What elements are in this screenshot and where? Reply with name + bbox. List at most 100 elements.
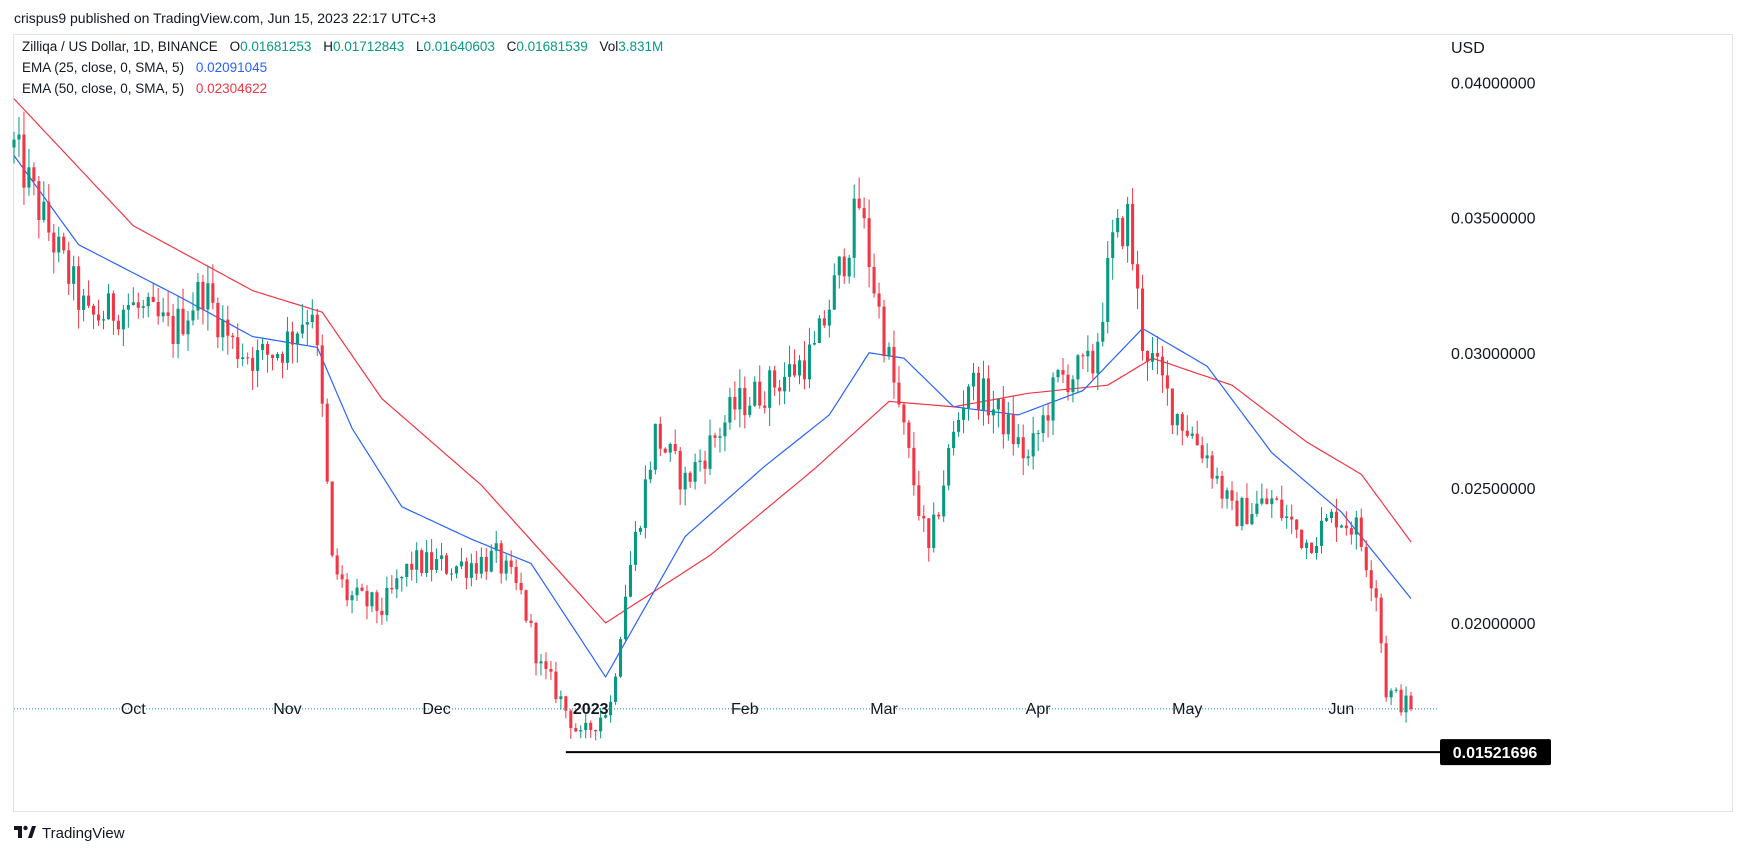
candle-body xyxy=(1116,217,1120,233)
candle-body xyxy=(852,198,856,258)
candle xyxy=(1081,353,1085,370)
y-tick-label: 0.04000000 xyxy=(1451,76,1536,93)
candle xyxy=(1389,688,1393,706)
candle xyxy=(1195,420,1199,446)
candle-body xyxy=(1150,353,1155,362)
candle xyxy=(663,447,667,454)
candle xyxy=(519,572,523,595)
candle-body xyxy=(1329,511,1333,519)
candle xyxy=(425,539,429,577)
candle-body xyxy=(996,398,1000,410)
candle xyxy=(1096,333,1100,390)
candle-body xyxy=(897,382,901,405)
candle xyxy=(375,589,379,624)
candle xyxy=(1031,416,1035,470)
candle xyxy=(1399,684,1403,716)
candle xyxy=(917,470,921,521)
candle-body xyxy=(549,668,553,672)
candle-body xyxy=(733,397,737,410)
candle xyxy=(713,432,717,448)
candle xyxy=(847,254,851,284)
candle xyxy=(469,553,473,587)
candle-body xyxy=(410,563,414,570)
candle-body xyxy=(574,728,578,732)
ema50-line xyxy=(13,98,1412,624)
candle-body xyxy=(728,397,732,423)
candle xyxy=(852,184,856,278)
candle xyxy=(191,292,195,326)
candle-body xyxy=(499,543,503,574)
candle xyxy=(280,351,285,379)
candle xyxy=(464,557,468,590)
candle-body xyxy=(17,134,21,140)
candle-body xyxy=(1369,570,1373,589)
candle xyxy=(196,272,200,320)
candle xyxy=(1180,411,1184,446)
candle-body xyxy=(87,295,91,306)
candle-body xyxy=(216,302,220,338)
candle-body xyxy=(211,283,215,303)
candle-body xyxy=(111,293,115,321)
candle-body xyxy=(340,574,344,580)
candle-body xyxy=(872,266,876,294)
tradingview-brand[interactable]: TradingView xyxy=(14,824,125,842)
candle xyxy=(797,355,802,385)
candle-body xyxy=(942,485,946,517)
candle-body xyxy=(618,639,623,677)
ema50-legend: EMA (50, close, 0, SMA, 5) 0.02304622 xyxy=(22,81,267,96)
candle-body xyxy=(768,370,772,408)
candle xyxy=(1275,496,1279,501)
candle-body xyxy=(594,729,598,732)
open-value: 0.01681253 xyxy=(240,39,312,54)
candle xyxy=(534,621,538,676)
candle-body xyxy=(345,579,349,601)
candle-body xyxy=(743,387,747,416)
candle xyxy=(1374,580,1378,612)
candle xyxy=(957,412,961,437)
candle xyxy=(211,264,215,310)
candle xyxy=(484,548,488,580)
candle xyxy=(589,720,593,738)
candle xyxy=(251,346,255,391)
candle xyxy=(996,398,1000,428)
candle-body xyxy=(300,324,304,334)
candle-body xyxy=(136,302,140,308)
candle-body xyxy=(1314,545,1319,553)
candle xyxy=(166,291,170,327)
candle-body xyxy=(1255,503,1259,514)
volume-value: 3.831M xyxy=(618,39,664,54)
candle xyxy=(658,416,662,457)
candle-body xyxy=(862,208,866,219)
candle-body xyxy=(1155,353,1159,357)
candle xyxy=(27,148,31,196)
candle-body xyxy=(1046,415,1050,421)
candle xyxy=(897,366,901,408)
candle xyxy=(315,308,319,357)
candle xyxy=(420,548,424,577)
candle-body xyxy=(22,134,26,188)
candle-body xyxy=(1384,643,1388,698)
candle-body xyxy=(1096,341,1100,374)
candle xyxy=(872,253,876,298)
published-byline: crispus9 published on TradingView.com, J… xyxy=(14,10,436,26)
candle xyxy=(87,280,91,309)
x-tick-label: Oct xyxy=(121,701,146,718)
candle-body xyxy=(355,587,359,596)
candle xyxy=(842,248,846,284)
candle-body xyxy=(12,139,16,148)
close-label: C xyxy=(506,39,517,54)
candle xyxy=(1359,508,1363,552)
candle xyxy=(241,343,245,367)
candle xyxy=(952,420,956,456)
candle xyxy=(370,591,374,613)
candle xyxy=(1305,539,1309,560)
candle xyxy=(1245,483,1249,525)
candle xyxy=(385,576,389,622)
candle-body xyxy=(1195,433,1199,446)
candle xyxy=(1091,343,1095,382)
candle xyxy=(902,402,906,435)
candle-body xyxy=(1036,433,1040,435)
candle xyxy=(1140,274,1145,361)
candle-body xyxy=(554,671,558,700)
